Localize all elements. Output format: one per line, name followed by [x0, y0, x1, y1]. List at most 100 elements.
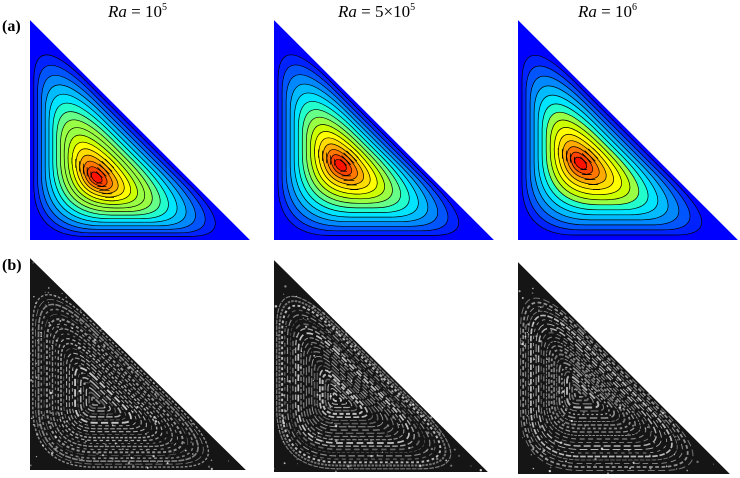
- flow-particle: [56, 411, 59, 414]
- flow-particle: [392, 402, 394, 404]
- flow-particle: [637, 397, 640, 400]
- flow-particle: [336, 327, 338, 330]
- flow-particle: [357, 391, 359, 393]
- flow-particle: [430, 447, 434, 451]
- flow-particle: [550, 329, 553, 332]
- flow-particle: [539, 425, 543, 428]
- flow-particle: [89, 361, 91, 362]
- flow-particle: [523, 344, 526, 347]
- flow-particle: [533, 358, 535, 360]
- flow-particle: [184, 449, 187, 452]
- flow-particle: [588, 433, 590, 435]
- flow-streak: [556, 358, 620, 422]
- flow-particle: [89, 381, 91, 383]
- flow-particle: [556, 327, 559, 330]
- flow-streak: [284, 309, 436, 460]
- flow-particle: [565, 460, 567, 463]
- flow-particle: [378, 454, 380, 456]
- flow-streak: [330, 388, 348, 405]
- flow-particle: [340, 354, 342, 356]
- flow-particle: [421, 414, 425, 418]
- flow-particle: [524, 335, 527, 338]
- flow-particle: [618, 406, 622, 409]
- flow-particle: [524, 326, 526, 328]
- row-label-a: (a): [2, 18, 21, 35]
- flow-particle: [676, 438, 679, 441]
- flow-particle: [479, 468, 483, 472]
- flow-particle: [49, 352, 51, 354]
- flow-particle: [55, 339, 58, 342]
- flow-particle: [328, 404, 331, 407]
- flow-particle: [128, 453, 131, 456]
- flow-particle: [104, 443, 107, 446]
- flow-particle: [132, 396, 134, 398]
- title-base: 5×10: [374, 2, 411, 21]
- flow-streak: [79, 376, 122, 418]
- flow-particle: [44, 304, 46, 306]
- flow-particle: [57, 326, 59, 328]
- flow-streak: [289, 319, 425, 453]
- flow-image-panel-3: [518, 262, 730, 474]
- flow-particle: [293, 349, 295, 351]
- flow-streak: [321, 373, 364, 415]
- flow-streak: [543, 336, 647, 440]
- flow-particle: [644, 427, 647, 430]
- flow-streak: [545, 341, 641, 436]
- flow-particle: [654, 435, 656, 437]
- flow-particle: [152, 455, 155, 458]
- flow-streak: [294, 328, 415, 447]
- flow-particle: [48, 321, 50, 324]
- flow-particle: [302, 402, 304, 404]
- flow-particle: [100, 365, 102, 367]
- flow-particle: [344, 333, 348, 336]
- flow-particle: [556, 369, 558, 371]
- flow-particle: [542, 305, 545, 307]
- column-title-ra-1e5: Ra = 105: [108, 2, 167, 22]
- flow-particle: [210, 459, 213, 461]
- flow-particle: [542, 449, 546, 452]
- flow-background: [30, 258, 246, 470]
- flow-particle: [584, 425, 586, 427]
- flow-streak: [40, 308, 194, 459]
- flow-particle: [335, 425, 338, 427]
- flow-particle: [387, 424, 390, 427]
- flow-particle: [590, 403, 592, 405]
- flow-streak: [45, 318, 184, 454]
- flow-particle: [302, 317, 304, 319]
- flow-particle: [288, 380, 291, 383]
- flow-particle: [73, 388, 75, 391]
- flow-particle: [532, 287, 534, 290]
- title-base: 10: [614, 2, 632, 21]
- flow-particle: [70, 461, 72, 463]
- flow-particle: [331, 437, 333, 440]
- flow-particle: [642, 403, 644, 405]
- flow-streak: [74, 367, 132, 424]
- flow-particle: [648, 393, 650, 395]
- flow-particle: [531, 292, 534, 294]
- flow-particle: [116, 365, 118, 367]
- flow-particle: [350, 435, 352, 438]
- flow-particle: [50, 452, 54, 455]
- flow-particle: [312, 379, 315, 382]
- flow-particle: [457, 454, 461, 458]
- flow-streak: [297, 332, 410, 444]
- flow-particle: [594, 457, 597, 461]
- flow-particle: [348, 425, 350, 428]
- flow-particle: [381, 451, 384, 453]
- flow-particle: [543, 374, 545, 376]
- flow-particle: [299, 366, 302, 369]
- flow-particle: [617, 450, 619, 452]
- flow-particle: [283, 409, 287, 412]
- flow-particle: [51, 344, 53, 347]
- flow-particle: [144, 432, 148, 436]
- flow-particle: [634, 451, 636, 453]
- flow-particle: [48, 302, 50, 304]
- flow-particle: [638, 462, 640, 464]
- flow-particle: [628, 449, 630, 452]
- flow-particle: [30, 379, 33, 382]
- flow-particle: [297, 463, 299, 465]
- flow-particle: [387, 380, 390, 383]
- flow-particle: [376, 454, 378, 456]
- flow-particle: [127, 461, 131, 465]
- flow-particle: [338, 348, 341, 351]
